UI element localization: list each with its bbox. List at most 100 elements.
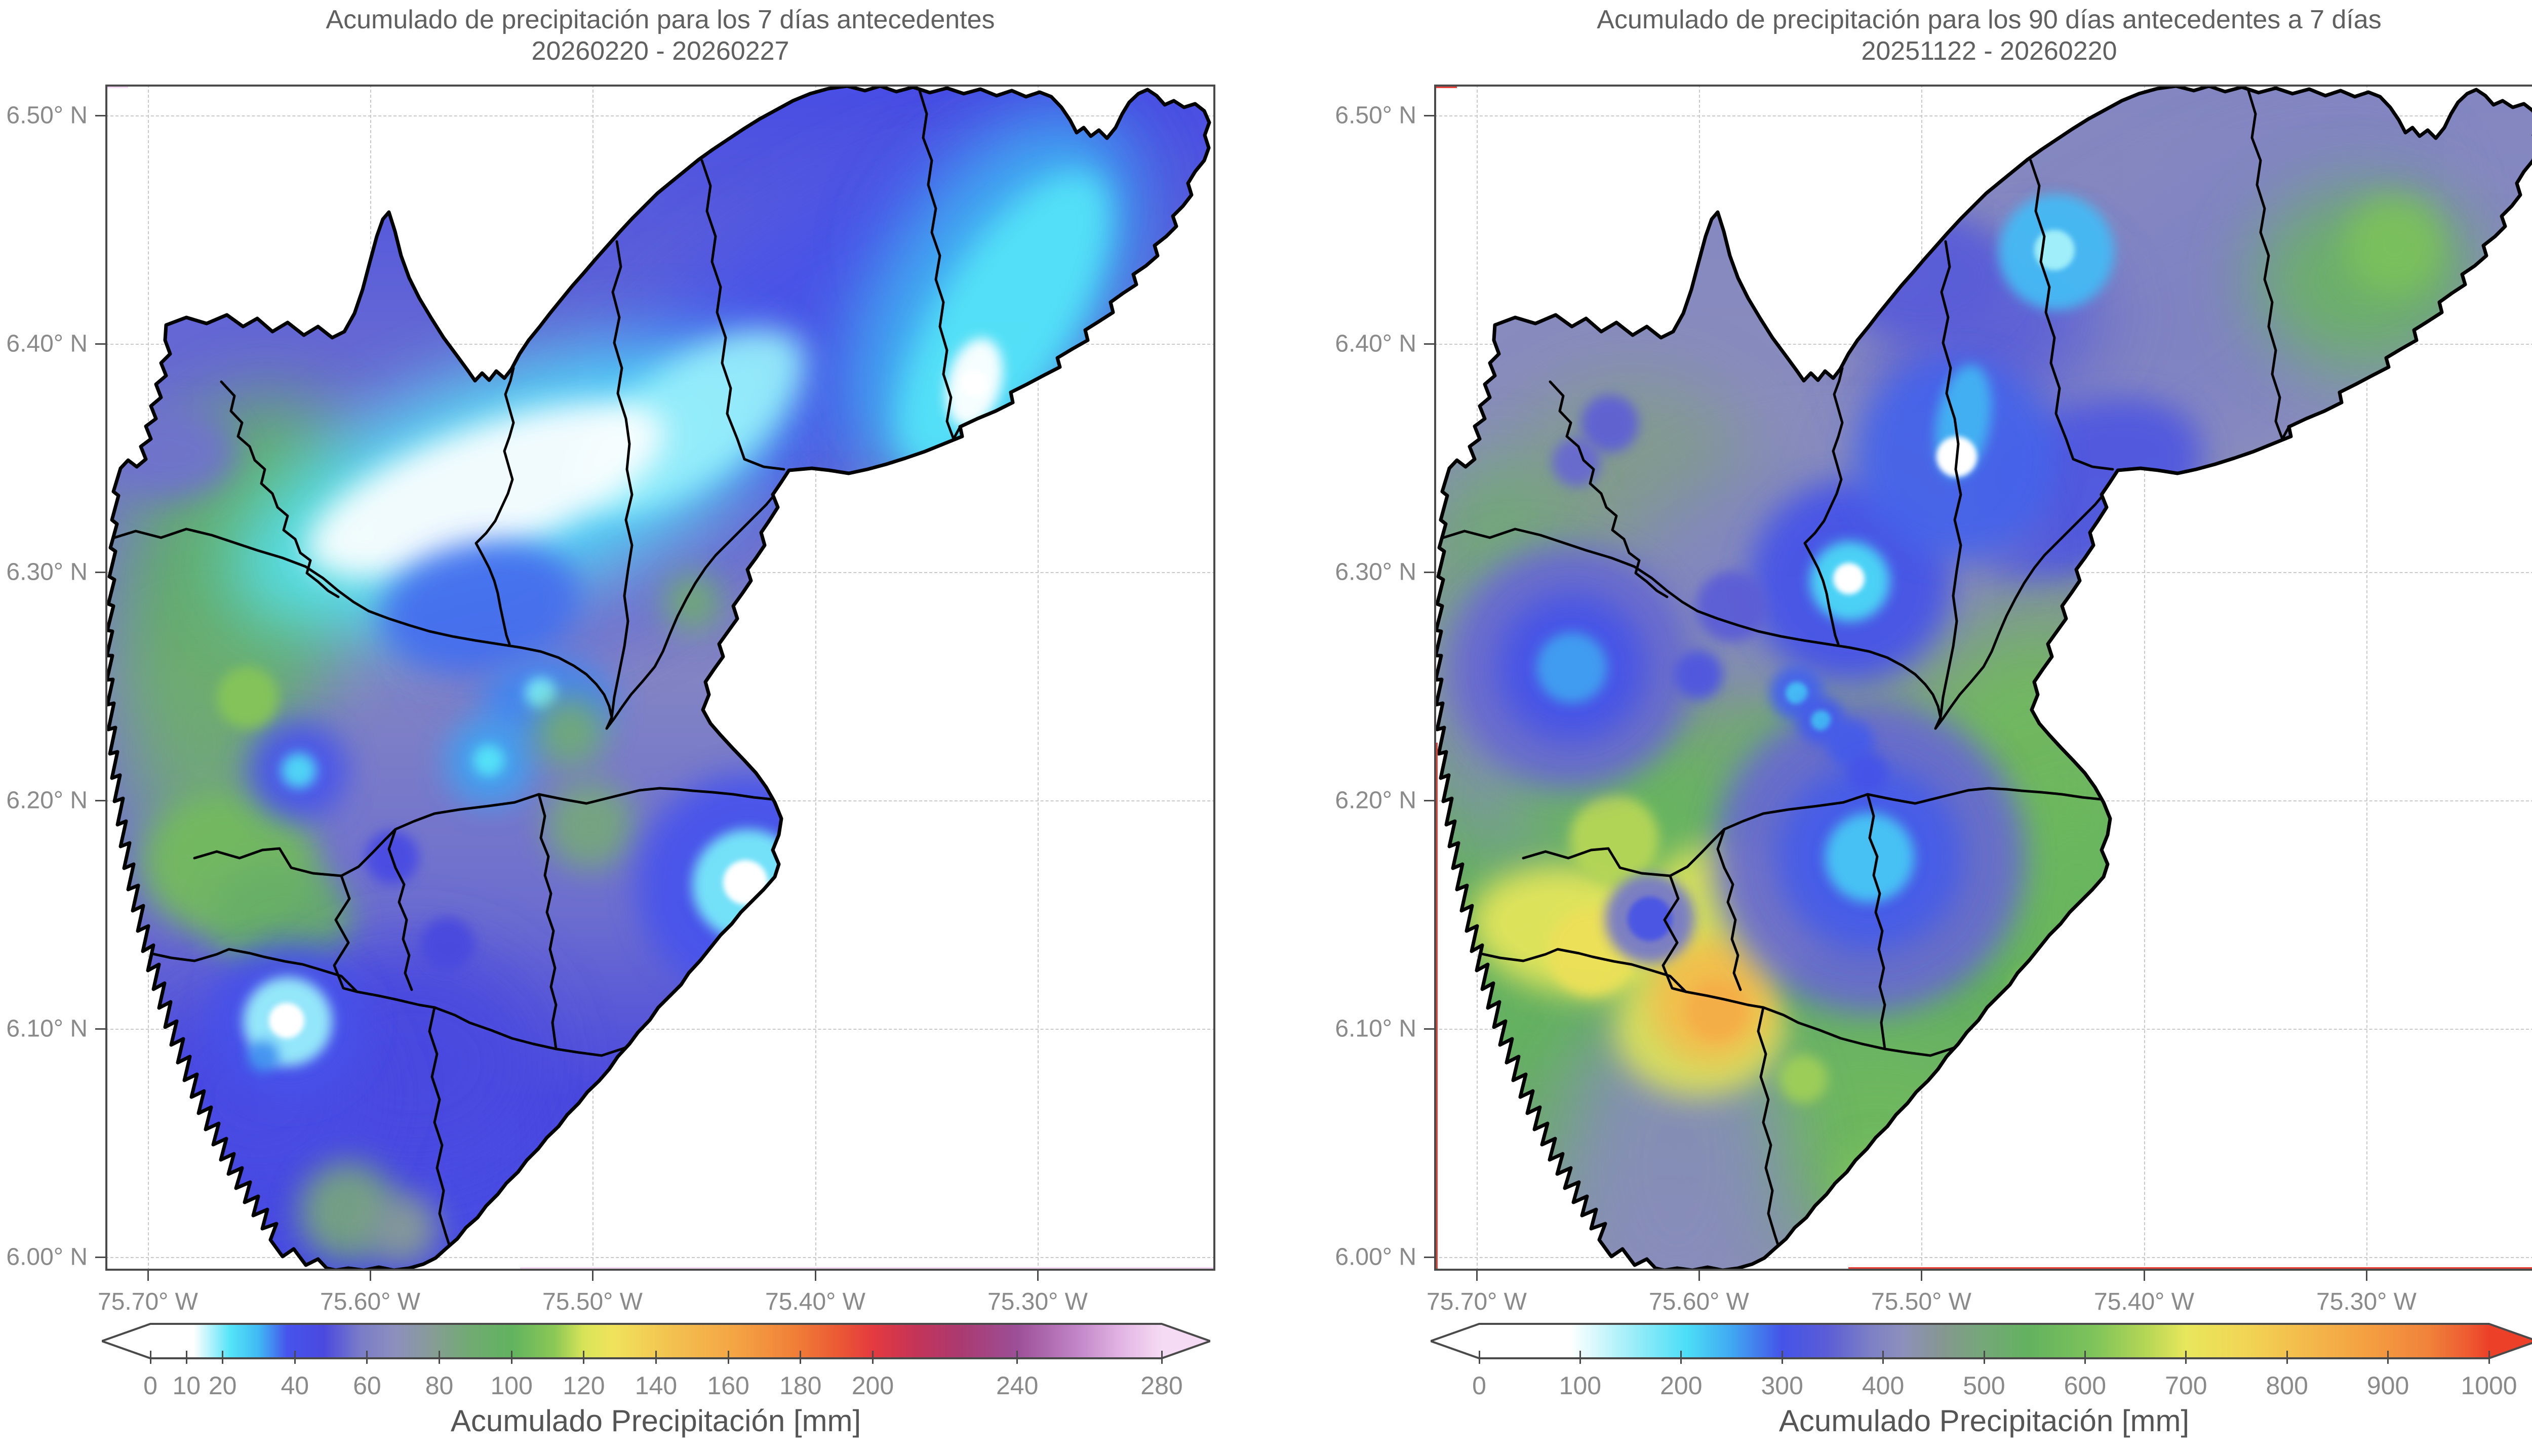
colorbar-gradient-bar [1431, 1324, 2532, 1358]
raster-edge-mark [1434, 743, 1438, 1271]
colorbar-tick-label: 180 [779, 1371, 821, 1400]
colorbar-tick [2084, 1351, 2086, 1364]
colorbar-tick-label: 900 [2367, 1371, 2409, 1400]
colorbar-tick [1680, 1351, 1682, 1364]
y-axis-tick [1424, 800, 1434, 801]
colorbar-tick-label: 120 [563, 1371, 605, 1400]
colorbar-tick-label: 20 [209, 1371, 237, 1400]
colorbar-tick-label: 40 [281, 1371, 309, 1400]
precip-feature [1779, 1055, 1828, 1103]
precip-feature [1570, 795, 1659, 884]
precip-feature [1832, 212, 2010, 339]
precip-feature [281, 753, 316, 788]
precip-feature [2345, 196, 2443, 295]
y-tick-label: 6.40° N [0, 330, 88, 358]
colorbar-tick [1479, 1351, 1480, 1364]
x-tick-label: 75.40° W [2094, 1288, 2194, 1316]
x-axis-tick [147, 1271, 149, 1281]
panel-left-title-block: Acumulado de precipitación para los 7 dí… [105, 4, 1215, 67]
x-axis-tick [370, 1271, 371, 1281]
x-tick-label: 75.70° W [98, 1288, 198, 1316]
precip-feature [269, 1003, 304, 1038]
colorbar-tick [186, 1351, 187, 1364]
colorbar-tick-label: 10 [173, 1371, 201, 1400]
colorbar-tick [728, 1351, 729, 1364]
colorbar-tick-label: 300 [1761, 1371, 1803, 1400]
colorbar-tick-label: 60 [353, 1371, 381, 1400]
precip-feature [1832, 1144, 1921, 1233]
y-axis-tick [1424, 343, 1434, 345]
colorbar-tick [150, 1351, 151, 1364]
colorbar-tick [1161, 1351, 1163, 1364]
colorbar-tick-label: 100 [490, 1371, 532, 1400]
precip-feature [368, 1194, 439, 1265]
y-axis-tick [1424, 1028, 1434, 1030]
y-axis-tick [95, 115, 105, 116]
precip-feature [1833, 563, 1865, 594]
precip-feature [1686, 980, 1748, 1041]
x-tick-label: 75.50° W [1871, 1288, 1971, 1316]
y-tick-label: 6.00° N [1302, 1243, 1416, 1271]
y-axis-tick [95, 572, 105, 573]
x-axis-tick [2144, 1271, 2145, 1281]
precip-feature [105, 408, 236, 499]
panel-right-title-block: Acumulado de precipitación para los 90 d… [1434, 4, 2532, 67]
y-axis-tick [95, 343, 105, 345]
colorbar-tick-label: 0 [1472, 1371, 1486, 1400]
raster-edge-mark [105, 85, 128, 88]
y-tick-label: 6.20° N [0, 787, 88, 815]
x-axis-tick [1037, 1271, 1039, 1281]
x-tick-label: 75.30° W [987, 1288, 1088, 1316]
y-tick-label: 6.10° N [0, 1015, 88, 1043]
precip-feature [248, 1040, 279, 1072]
colorbar-left-label: Acumulado Precipitación [mm] [451, 1403, 861, 1438]
figure-root: Acumulado de precipitación para los 7 dí… [0, 0, 2532, 1456]
precip-feature [2034, 230, 2075, 270]
y-axis-tick [1424, 572, 1434, 573]
y-tick-label: 6.20° N [1302, 787, 1416, 815]
colorbar-tick-label: 160 [707, 1371, 749, 1400]
precip-feature [421, 917, 474, 971]
colorbar-tick [2387, 1351, 2389, 1364]
y-axis-tick [1424, 1257, 1434, 1258]
precip-feature [217, 667, 279, 729]
panel-left-subtitle: 20260220 - 20260227 [105, 35, 1215, 67]
colorbar-tick-label: 800 [2266, 1371, 2308, 1400]
colorbar-tick-label: 0 [143, 1371, 157, 1400]
x-axis-tick [1921, 1271, 1922, 1281]
precip-feature [1786, 682, 1808, 704]
precip-feature [961, 371, 987, 397]
y-tick-label: 6.50° N [1302, 102, 1416, 130]
colorbar-tick-label: 200 [852, 1371, 894, 1400]
panel-right-subtitle: 20251122 - 20260220 [1434, 35, 2532, 67]
precip-feature [1825, 813, 1914, 902]
colorbar-tick-label: 100 [1559, 1371, 1601, 1400]
x-tick-label: 75.50° W [542, 1288, 643, 1316]
colorbar-tick-label: 200 [1660, 1371, 1702, 1400]
precip-feature [723, 860, 768, 905]
x-axis-tick [1698, 1271, 1700, 1281]
colorbar-tick [366, 1351, 368, 1364]
colorbar-tick [222, 1351, 223, 1364]
x-axis-tick [2366, 1271, 2367, 1281]
colorbar-tick [583, 1351, 584, 1364]
y-tick-label: 6.00° N [0, 1243, 88, 1271]
colorbar-tick [1016, 1351, 1018, 1364]
colorbar-tick-label: 500 [1963, 1371, 2005, 1400]
colorbar-tick [800, 1351, 801, 1364]
colorbar-tick [1882, 1351, 1884, 1364]
precip-feature [1674, 651, 1723, 699]
y-tick-label: 6.30° N [0, 558, 88, 586]
y-axis-tick [95, 1257, 105, 1258]
precipitation-map-90day [1434, 85, 2532, 1271]
y-tick-label: 6.30° N [1302, 558, 1416, 586]
y-axis-tick [95, 800, 105, 801]
colorbar-tick-label: 1000 [2461, 1371, 2517, 1400]
colorbar-tick-label: 700 [2165, 1371, 2207, 1400]
colorbar-tick [439, 1351, 440, 1364]
colorbar-tick [1984, 1351, 1985, 1364]
colorbar-right-label: Acumulado Precipitación [mm] [1779, 1403, 2189, 1438]
y-tick-label: 6.10° N [1302, 1015, 1416, 1043]
colorbar-tick-label: 140 [635, 1371, 677, 1400]
colorbar-tick [1579, 1351, 1581, 1364]
